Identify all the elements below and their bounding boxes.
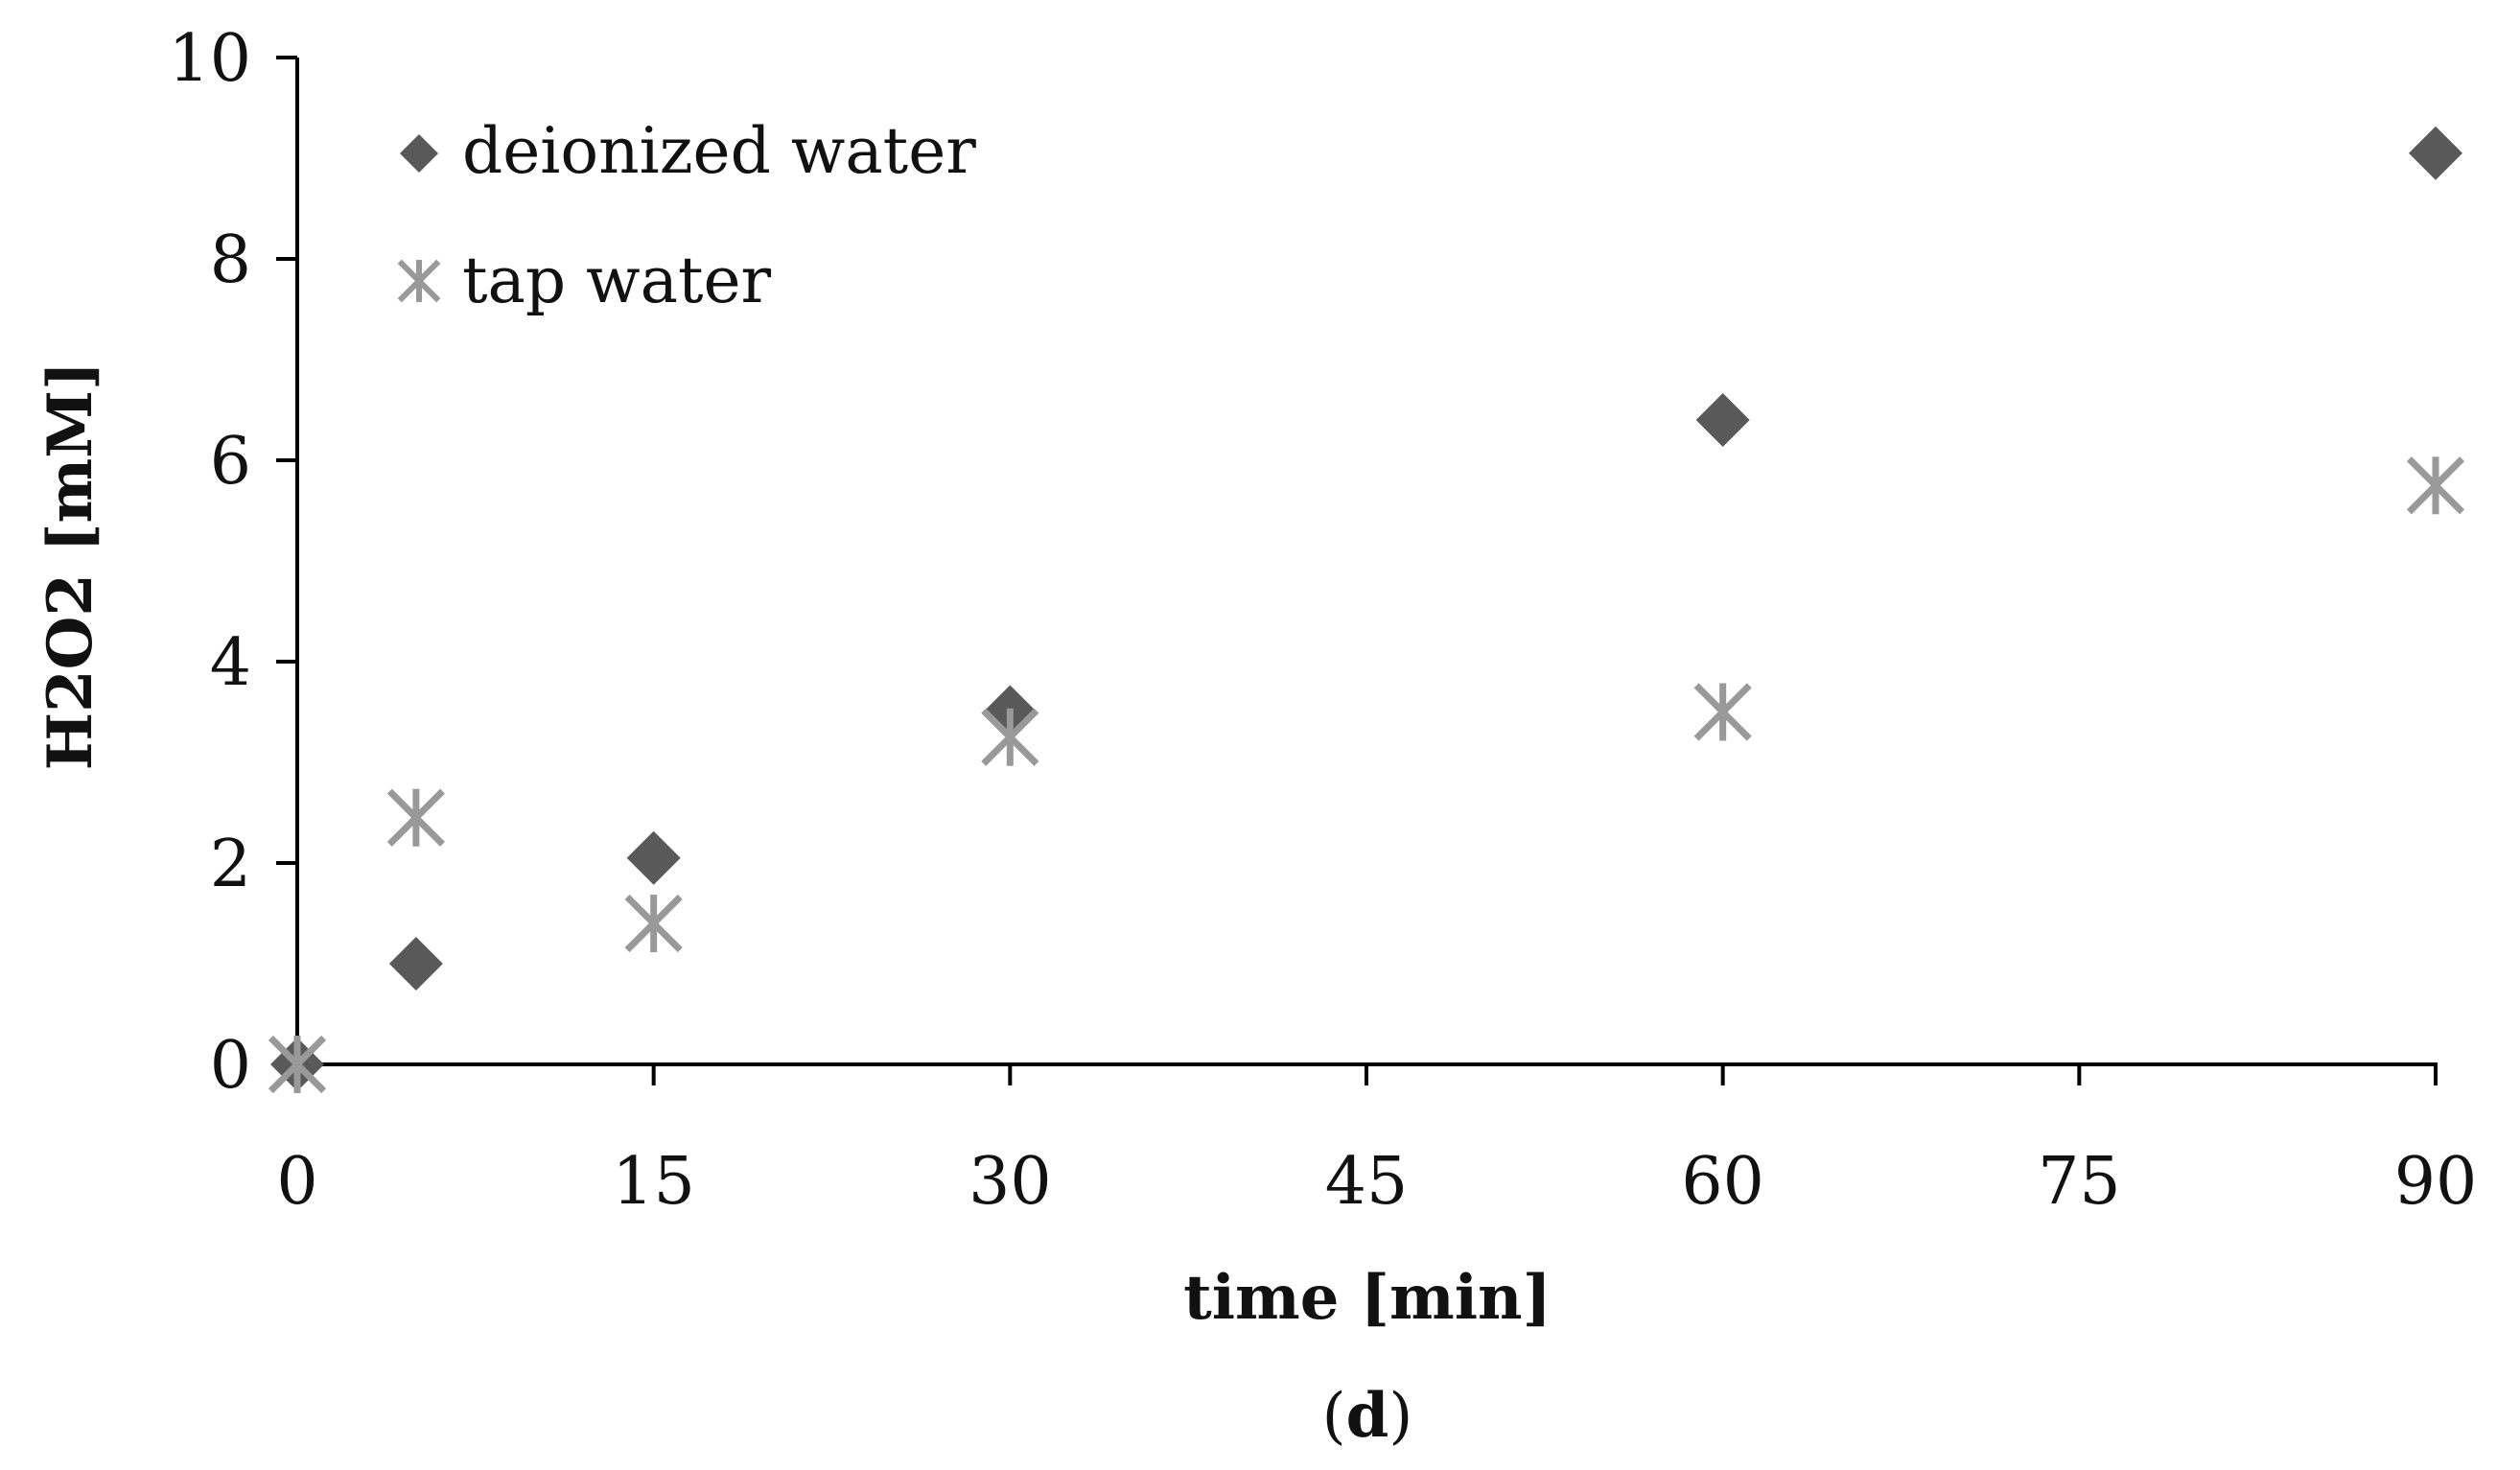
legend-item-tap-water: tap water [397,244,772,317]
caption-open-paren: ( [1322,1381,1346,1452]
legend-asterisk-icon [397,259,441,303]
y-tick-label-4: 4 [210,625,251,701]
x-tick-label-90: 90 [2394,1144,2478,1220]
point-tap-water-15 [624,894,683,953]
x-tick-label-15: 15 [612,1144,695,1220]
y-tick-label-2: 2 [210,827,251,902]
legend-item-deionized-water: deionized water [400,114,976,188]
legend-marker-deionized-water [400,134,438,173]
x-tick-label-30: 30 [968,1144,1052,1220]
x-tick-label-0: 0 [276,1144,317,1220]
point-deionized-water-15 [626,830,681,885]
point-deionized-water-90 [2409,126,2462,180]
y-tick-label-0: 0 [210,1028,251,1104]
axes [295,58,2438,1066]
x-tick-label-45: 45 [1325,1144,1409,1220]
point-tap-water-90 [2406,456,2465,515]
point-tap-water-0 [268,1035,327,1094]
y-ticks: 0 2 4 6 8 10 [168,21,297,1104]
point-deionized-water-5 [388,937,443,991]
y-tick-label-6: 6 [210,424,251,500]
x-ticks: 0 15 30 45 60 75 90 [276,1064,2477,1220]
y-tick-label-8: 8 [210,222,251,298]
point-tap-water-30 [981,708,1039,766]
legend: deionized water tap water [397,114,976,317]
legend-marker-tap-water [397,259,441,303]
point-tap-water-60 [1693,683,1752,741]
figure-caption: (d) [1322,1380,1413,1452]
x-axis-title: time [min] [1183,1262,1552,1334]
x-tick-label-60: 60 [1681,1144,1764,1220]
legend-label-tap-water: tap water [462,244,772,317]
y-tick-label-10: 10 [168,21,251,97]
point-tap-water-5 [386,788,445,847]
x-tick-label-75: 75 [2038,1144,2121,1220]
caption-letter: d [1346,1380,1389,1452]
legend-diamond-icon [400,134,438,173]
legend-label-deionized-water: deionized water [462,114,976,188]
point-deionized-water-60 [1695,393,1750,447]
caption-close-paren: ) [1388,1381,1412,1452]
y-axis-title: H2O2 [mM] [35,362,106,771]
data-points [268,126,2465,1094]
